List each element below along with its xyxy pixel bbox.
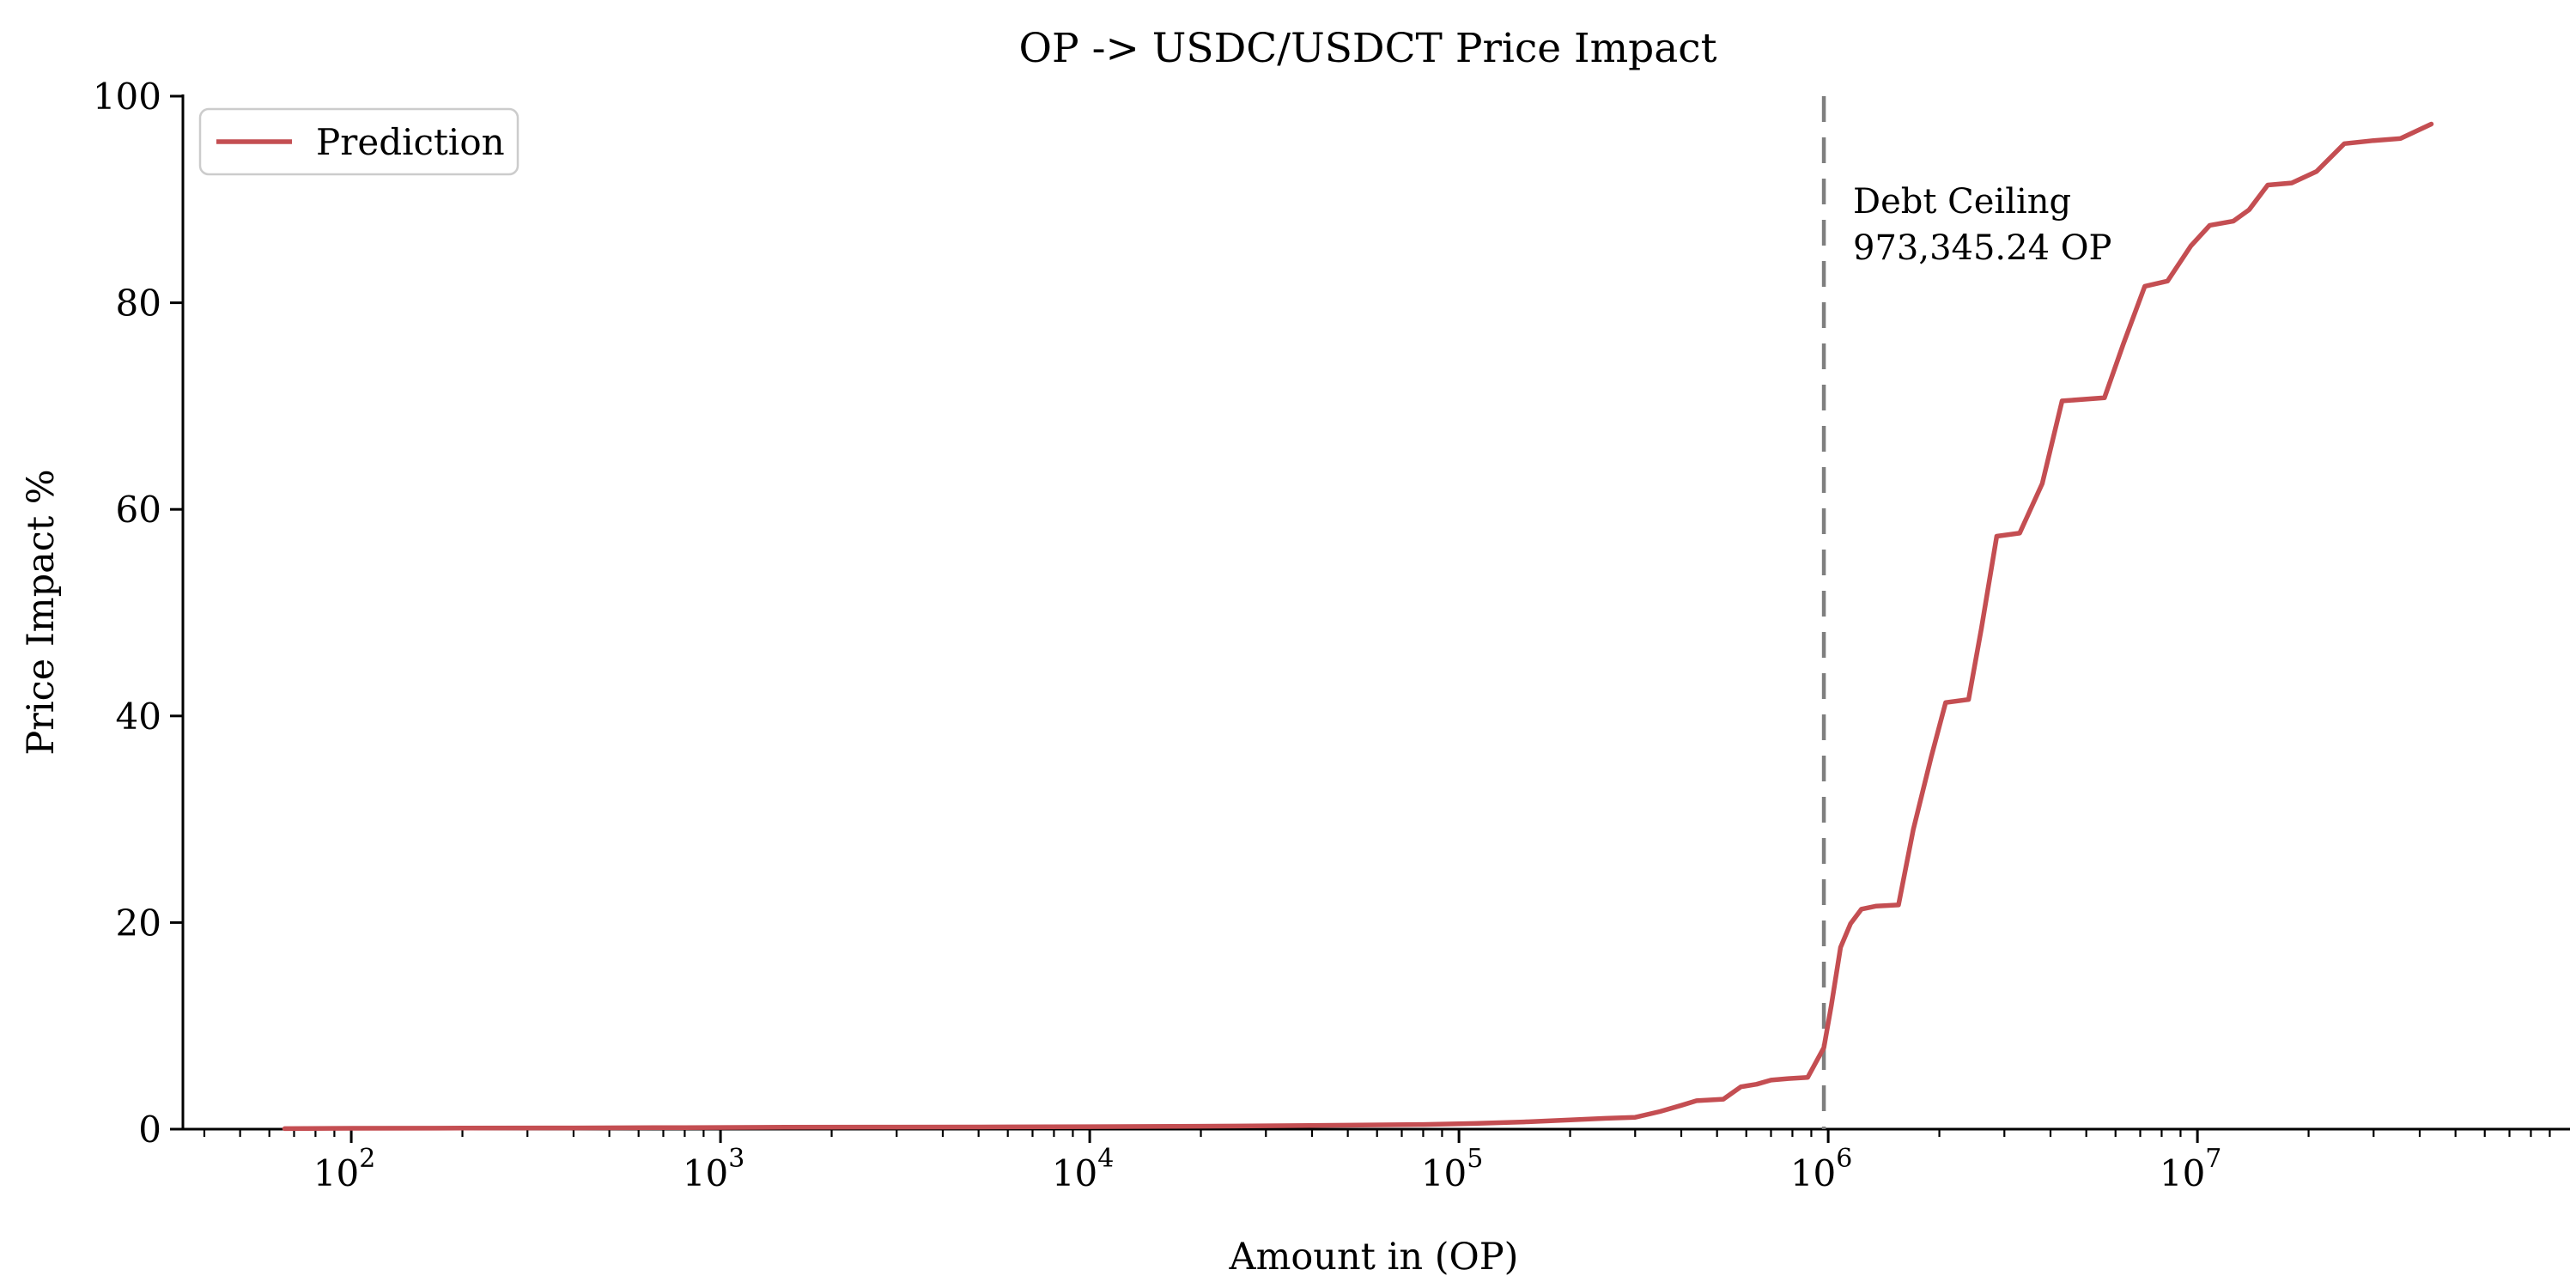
y-tick-label: 20 — [116, 902, 161, 944]
y-tick-label: 0 — [138, 1109, 161, 1151]
y-tick-label: 40 — [116, 696, 161, 738]
legend: Prediction — [198, 107, 519, 176]
x-tick-label: 102 — [313, 1144, 376, 1194]
legend-box — [198, 107, 519, 176]
x-axis-major-ticks — [349, 1129, 2199, 1143]
x-tick-label: 104 — [1052, 1144, 1115, 1194]
x-axis-tick-labels: 102 103 104 105 106 107 — [313, 1144, 2222, 1194]
y-axis-label: Price Impact % — [20, 469, 63, 755]
x-tick-label: 106 — [1790, 1144, 1853, 1194]
y-axis-ticks — [170, 94, 183, 1131]
y-tick-label: 60 — [116, 489, 161, 531]
chart-title: OP -> USDC/USDCT Price Impact — [1019, 25, 1717, 72]
annotation-line1: Debt Ceiling — [1853, 182, 2071, 222]
y-tick-label: 100 — [93, 76, 161, 118]
annotation-line2: 973,345.24 OP — [1853, 228, 2111, 268]
y-tick-label: 80 — [116, 283, 161, 325]
x-tick-label: 107 — [2160, 1144, 2222, 1194]
x-tick-label: 103 — [683, 1144, 745, 1194]
y-axis-tick-labels: 0 20 40 60 80 100 — [93, 76, 161, 1151]
prediction-line — [282, 121, 2434, 1132]
legend-label: Prediction — [316, 121, 505, 163]
debt-ceiling-annotation: Debt Ceiling 973,345.24 OP — [1853, 182, 2111, 268]
x-axis-label: Amount in (OP) — [1229, 1236, 1519, 1279]
x-tick-label: 105 — [1421, 1144, 1484, 1194]
